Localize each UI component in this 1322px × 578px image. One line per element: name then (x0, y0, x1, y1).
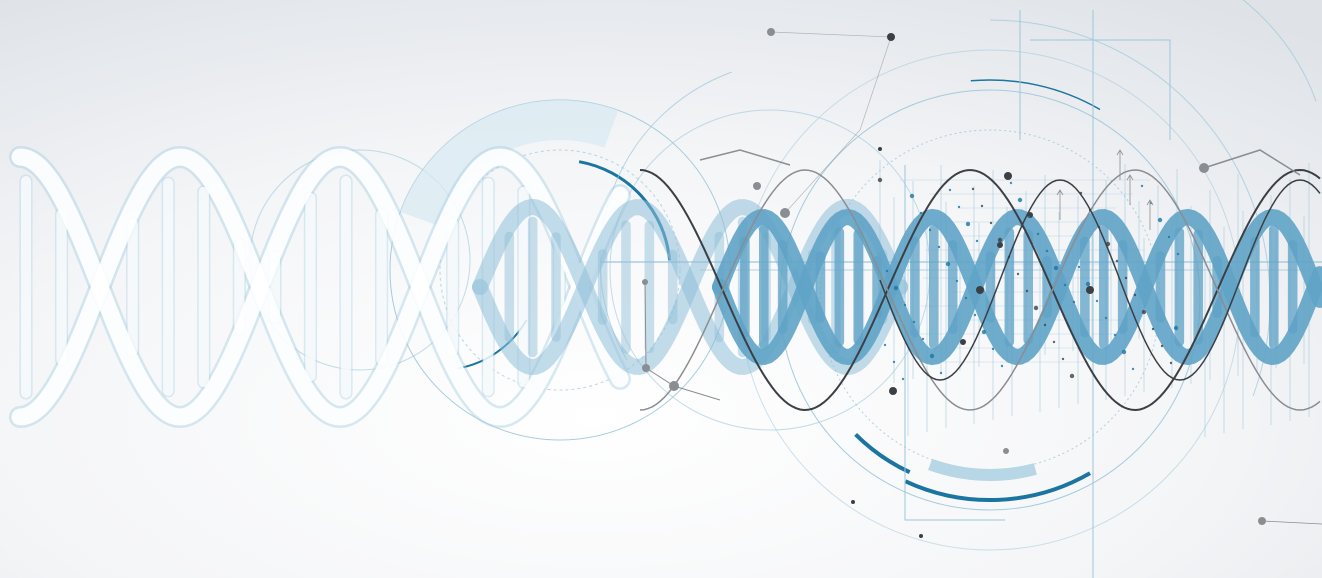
dna-helix-icon (9, 145, 1322, 429)
network-node-icon (642, 28, 1322, 538)
dna-helix-thin (639, 168, 1321, 412)
